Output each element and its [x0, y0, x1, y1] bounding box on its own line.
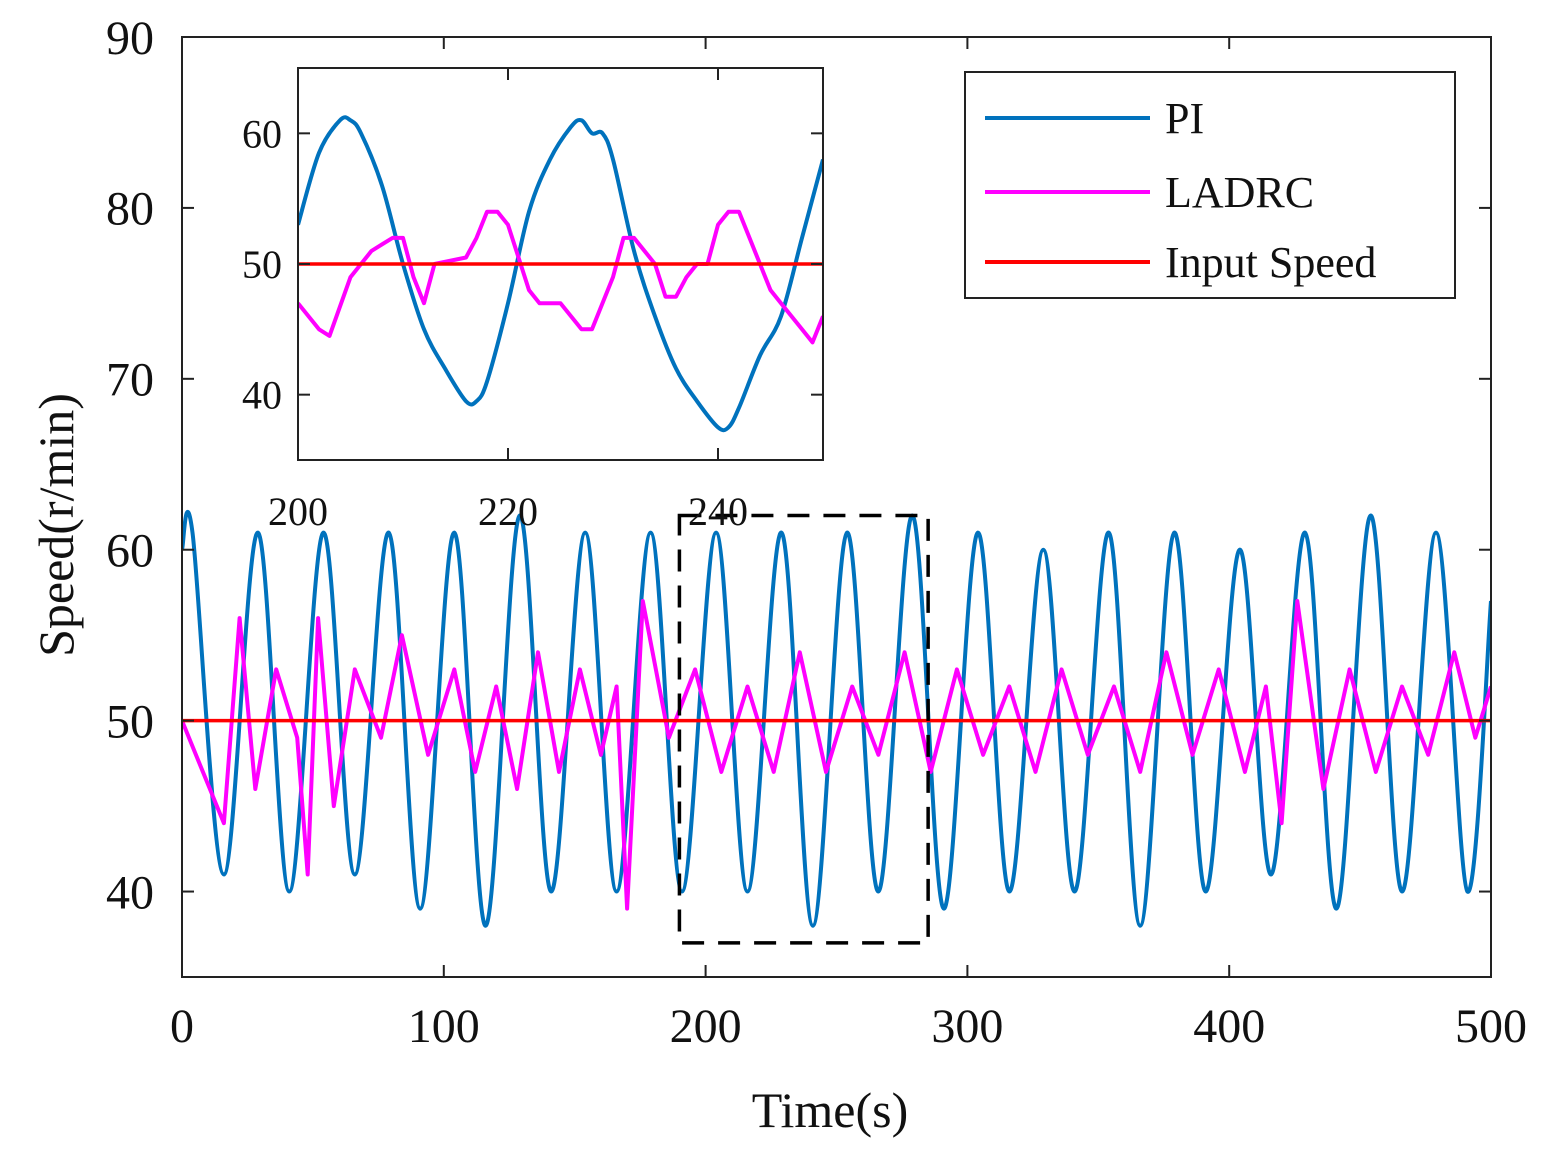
main-x-tick-label: 0	[170, 1000, 194, 1053]
main-y-tick-label: 80	[106, 183, 154, 236]
main-y-tick-label: 60	[106, 525, 154, 578]
main-x-tick-label: 100	[408, 1000, 480, 1053]
main-series-pi	[182, 510, 1491, 928]
main-y-tick-label: 70	[106, 354, 154, 407]
main-y-tick-label: 40	[106, 866, 154, 919]
main-x-tick-label: 400	[1193, 1000, 1265, 1053]
main-series-ladrc	[182, 599, 1491, 911]
inset-y-tick-label: 60	[242, 111, 282, 156]
legend-label-pi: PI	[1165, 94, 1204, 143]
main-axes-frame	[181, 36, 1492, 978]
main-x-tick-label: 300	[931, 1000, 1003, 1053]
main-x-tick-label: 500	[1455, 1000, 1527, 1053]
y-axis-label: Speed(r/min)	[28, 393, 84, 657]
zoom-region-box	[677, 513, 930, 945]
main-y-tick-label: 90	[106, 12, 154, 65]
main-y-tick-label: 50	[106, 695, 154, 748]
main-plot: 0 100 200 300 400 500 40 50 60 70 80 90	[106, 12, 1527, 1053]
inset-x-tick-label: 240	[688, 489, 748, 534]
main-x-tick-label: 200	[670, 1000, 742, 1053]
x-axis-label: Time(s)	[752, 1082, 909, 1138]
inset-x-tick-label: 200	[268, 489, 328, 534]
inset-y-tick-label: 40	[242, 373, 282, 418]
inset-series-pi	[298, 115, 823, 433]
inset-y-tick-label: 50	[242, 242, 282, 287]
inset-plot: 200 220 240 40 50 60	[242, 67, 824, 534]
legend: PI LADRC Input Speed	[964, 71, 1456, 299]
legend-label-ladrc: LADRC	[1165, 168, 1314, 217]
legend-label-input-speed: Input Speed	[1165, 238, 1376, 287]
inset-x-tick-label: 220	[478, 489, 538, 534]
inset-series-ladrc	[298, 209, 823, 345]
